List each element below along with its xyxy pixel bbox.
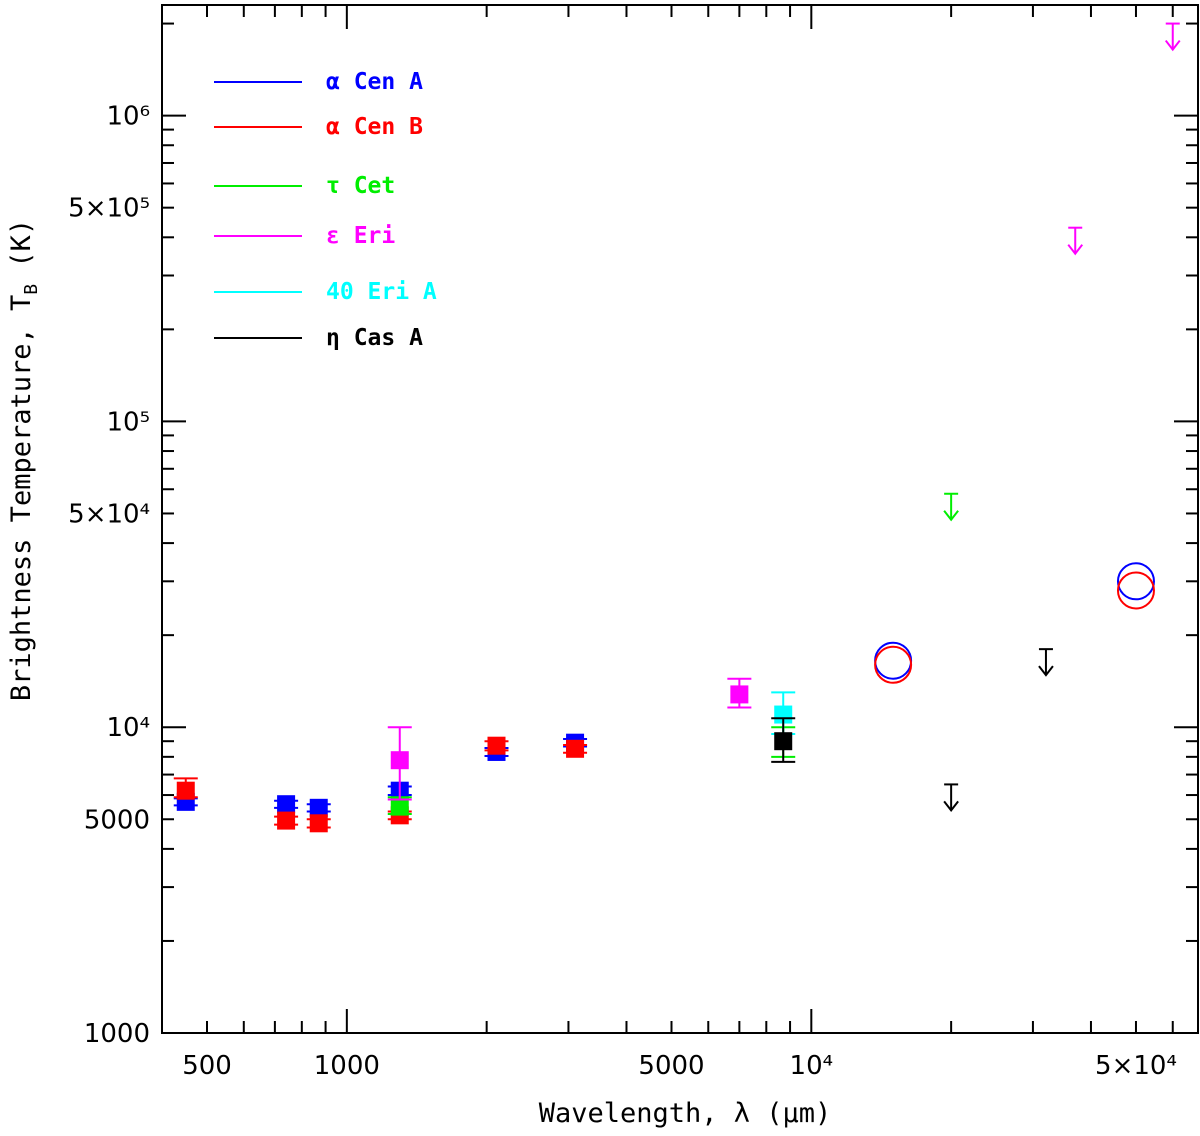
series-2 (387, 492, 959, 816)
data-point (566, 739, 585, 758)
y-axis-title: Brightness Temperature, TB (K) (6, 219, 42, 701)
data-point (774, 732, 793, 751)
x-tick-label: 500 (182, 1051, 232, 1081)
y-tick-label: 10⁵ (106, 407, 150, 437)
data-point (309, 814, 328, 833)
legend-label: τ Cet (326, 173, 395, 199)
y-tick-label: 1000 (84, 1019, 150, 1049)
data-point (390, 797, 409, 816)
legend-label: α Cen A (326, 69, 423, 95)
legend-label: η Cas A (326, 325, 423, 351)
y-tick-label: 10⁴ (106, 713, 150, 743)
data-point (487, 736, 506, 755)
series-5 (771, 648, 1054, 813)
series-3 (387, 22, 1181, 801)
legend: α Cen A α Cen B τ Cet ε Eri 40 Eri A η Cas A (214, 69, 437, 351)
upper-limit-arrow (1038, 665, 1054, 677)
upper-limit-arrow (943, 800, 959, 813)
axis-ticks (161, 5, 1198, 1034)
upper-limit-arrow (1164, 39, 1181, 52)
x-axis-title: Wavelength, λ (μm) (539, 1098, 832, 1129)
data-marks (173, 22, 1181, 833)
data-point (390, 751, 409, 770)
data-point (277, 811, 296, 830)
series-1 (173, 571, 1155, 833)
legend-label: 40 Eri A (326, 279, 437, 305)
y-tick-label: 5000 (84, 805, 150, 835)
legend-label: ε Eri (326, 223, 395, 249)
tick-labels: 500 1000 5000 10⁴ 5×10⁴ 1000 5000 10⁴ 5×10⁴ 10⁵ 5×… (68, 102, 1177, 1081)
y-tick-label: 5×10⁴ (68, 499, 150, 529)
plot-frame (161, 4, 1199, 1034)
data-point-circle (1116, 571, 1155, 610)
data-point-circle (874, 645, 913, 684)
x-tick-label: 1000 (314, 1051, 380, 1081)
data-point-circle (1116, 562, 1155, 601)
legend-label: α Cen B (326, 114, 423, 140)
x-tick-label: 5×10⁴ (1095, 1051, 1177, 1081)
data-point (277, 795, 296, 814)
y-tick-label: 5×10⁵ (68, 194, 150, 224)
x-tick-label: 10⁴ (790, 1051, 834, 1081)
y-tick-label: 10⁶ (106, 102, 150, 132)
data-point (309, 798, 328, 817)
x-tick-label: 5000 (638, 1051, 704, 1081)
data-point (176, 781, 195, 800)
series-0 (173, 562, 1155, 817)
data-point-circle (874, 641, 913, 680)
upper-limit-arrow (943, 510, 959, 522)
data-point (730, 685, 749, 704)
upper-limit-arrow (1067, 244, 1084, 256)
